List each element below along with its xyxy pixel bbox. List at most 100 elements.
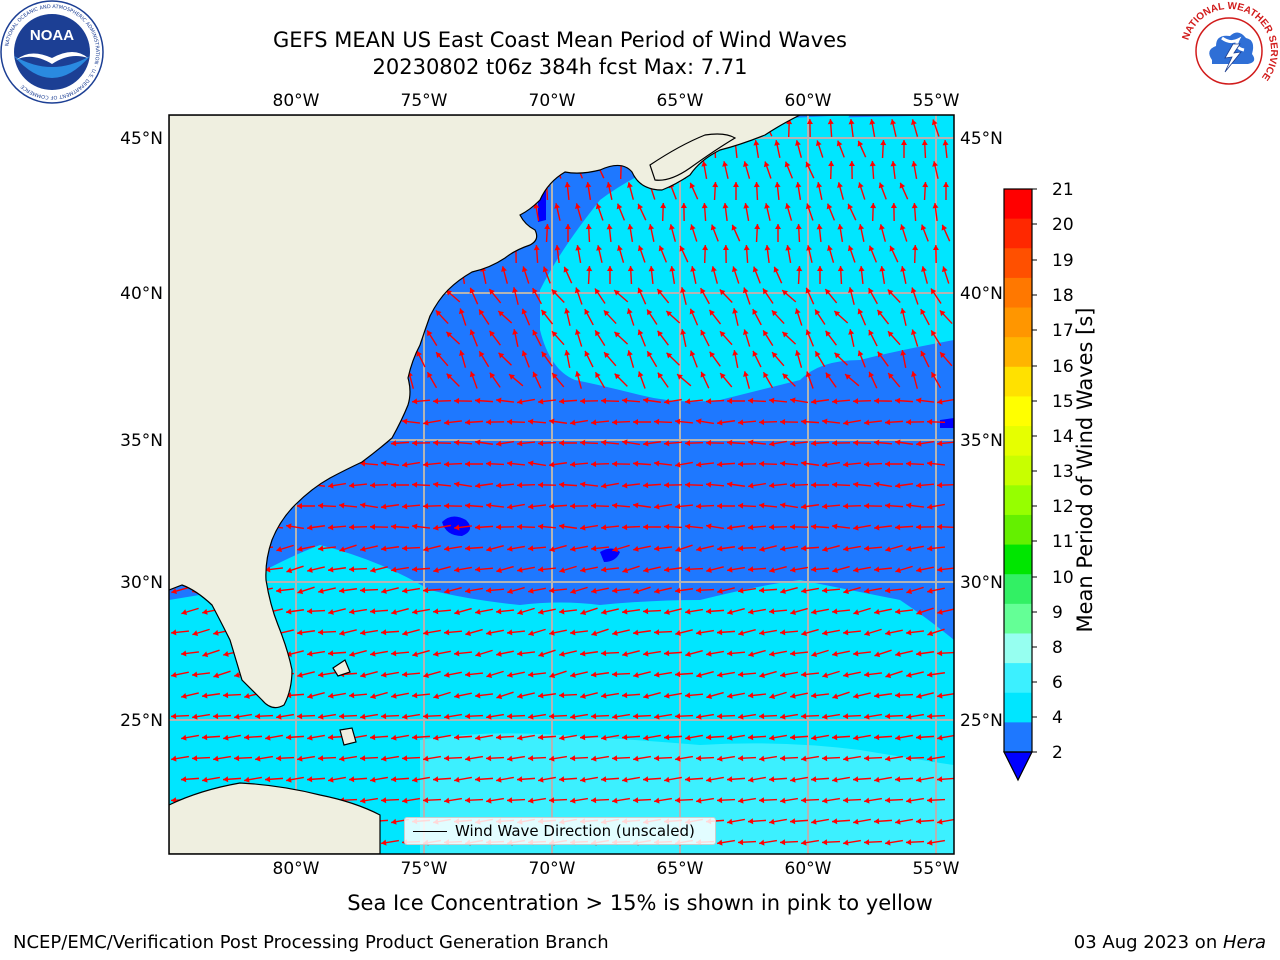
wind-wave-arrow xyxy=(454,692,472,699)
wind-wave-arrow xyxy=(900,350,907,368)
lat-label-right: 25°N xyxy=(960,711,1003,731)
wind-wave-arrow xyxy=(465,587,483,594)
wind-wave-arrow xyxy=(780,502,798,509)
wind-wave-arrow xyxy=(848,160,855,180)
wind-wave-arrow xyxy=(559,734,577,741)
wind-wave-arrow xyxy=(927,628,945,637)
wind-wave-arrow xyxy=(423,670,441,678)
nws-logo: NATIONAL WEATHER SERVICE xyxy=(1180,1,1279,100)
wind-wave-arrow xyxy=(474,776,494,783)
wind-wave-arrow xyxy=(527,503,547,510)
wind-wave-arrow xyxy=(779,460,799,467)
wind-wave-arrow xyxy=(402,587,420,594)
wind-wave-arrow xyxy=(590,797,610,804)
wind-wave-arrow xyxy=(785,245,792,263)
wind-wave-arrow xyxy=(894,397,914,404)
wind-wave-arrow xyxy=(412,649,430,657)
wind-wave-arrow xyxy=(800,713,820,720)
wind-wave-arrow xyxy=(654,713,672,720)
wind-wave-arrow xyxy=(753,140,760,158)
wind-wave-arrow xyxy=(422,797,442,804)
wind-wave-arrow xyxy=(580,607,598,616)
wind-wave-arrow xyxy=(286,776,304,783)
wind-wave-arrow xyxy=(540,309,554,325)
wind-wave-arrow xyxy=(915,734,935,741)
wind-wave-arrow xyxy=(941,224,951,242)
wind-wave-arrow xyxy=(474,692,494,699)
wind-wave-arrow xyxy=(486,797,504,804)
wind-wave-arrow xyxy=(916,607,934,616)
wind-wave-arrow xyxy=(937,818,954,825)
colorbar-tick-label: 13 xyxy=(1052,462,1074,482)
wind-wave-arrow xyxy=(517,734,535,741)
wind-wave-arrow xyxy=(600,776,620,783)
wind-wave-arrow xyxy=(747,524,767,531)
wind-wave-arrow xyxy=(864,628,882,637)
wind-wave-arrow xyxy=(478,350,490,368)
wind-wave-arrow xyxy=(696,418,714,425)
wind-wave-arrow xyxy=(485,587,505,594)
wind-wave-arrow xyxy=(444,545,462,552)
wind-wave-arrow xyxy=(810,776,830,783)
wind-wave-arrow xyxy=(937,398,954,405)
wind-wave-arrow xyxy=(617,245,625,263)
wind-wave-arrow xyxy=(564,181,571,201)
wind-wave-arrow xyxy=(737,839,757,846)
wind-wave-arrow xyxy=(884,502,904,509)
wind-wave-arrow xyxy=(716,797,736,804)
wind-wave-arrow xyxy=(633,755,651,762)
wind-wave-arrow xyxy=(496,691,514,700)
wind-wave-arrow xyxy=(360,629,378,636)
wind-wave-arrow xyxy=(558,481,578,488)
wind-wave-arrow xyxy=(611,419,631,426)
wind-wave-arrow xyxy=(212,713,232,720)
wind-wave-arrow xyxy=(696,670,714,678)
wind-wave-arrow xyxy=(570,713,588,720)
wind-wave-arrow xyxy=(758,713,778,720)
wind-wave-arrow xyxy=(307,650,325,657)
wind-wave-arrow xyxy=(831,398,851,405)
wind-wave-arrow xyxy=(825,330,837,346)
colorbar-segment xyxy=(1004,189,1032,220)
wind-wave-arrow xyxy=(769,440,787,447)
wind-wave-arrow xyxy=(706,650,724,657)
wind-wave-arrow xyxy=(171,755,189,762)
wind-wave-arrow xyxy=(548,587,568,594)
wind-wave-arrow xyxy=(716,419,736,426)
wind-wave-arrow xyxy=(810,566,830,573)
wind-wave-arrow xyxy=(825,372,837,388)
wind-wave-arrow xyxy=(469,329,479,347)
wind-wave-arrow xyxy=(381,755,399,762)
wind-wave-arrow xyxy=(920,350,930,368)
wind-wave-arrow xyxy=(906,586,924,595)
wind-wave-arrow xyxy=(548,713,568,720)
colorbar-segment xyxy=(1004,218,1032,249)
wind-wave-arrow xyxy=(496,650,514,657)
wind-wave-arrow xyxy=(689,308,699,326)
wind-wave-arrow xyxy=(843,419,861,426)
wind-wave-arrow xyxy=(349,649,367,657)
colorbar-tick-label: 17 xyxy=(1052,321,1074,341)
wind-wave-arrow xyxy=(446,373,460,387)
wind-wave-arrow xyxy=(401,418,421,425)
wind-wave-arrow xyxy=(412,776,430,783)
wind-wave-arrow xyxy=(848,287,855,305)
wind-wave-arrow xyxy=(564,308,571,326)
wind-wave-arrow xyxy=(370,566,388,573)
wind-wave-arrow xyxy=(426,371,438,389)
wind-wave-arrow xyxy=(632,797,652,804)
wind-wave-arrow xyxy=(885,755,903,762)
wind-wave-arrow xyxy=(445,331,461,345)
wind-wave-arrow xyxy=(541,351,553,367)
wind-wave-arrow xyxy=(684,523,704,530)
wind-wave-arrow xyxy=(390,650,410,657)
wind-wave-arrow xyxy=(286,565,304,574)
wind-wave-arrow xyxy=(831,523,851,530)
wind-wave-arrow xyxy=(726,439,746,446)
wind-wave-arrow xyxy=(926,671,946,678)
wind-wave-arrow xyxy=(512,329,519,347)
wind-wave-arrow xyxy=(669,266,676,284)
wind-wave-arrow xyxy=(603,309,617,325)
wind-wave-arrow xyxy=(810,523,830,530)
lon-label-top: 55°W xyxy=(913,91,960,111)
